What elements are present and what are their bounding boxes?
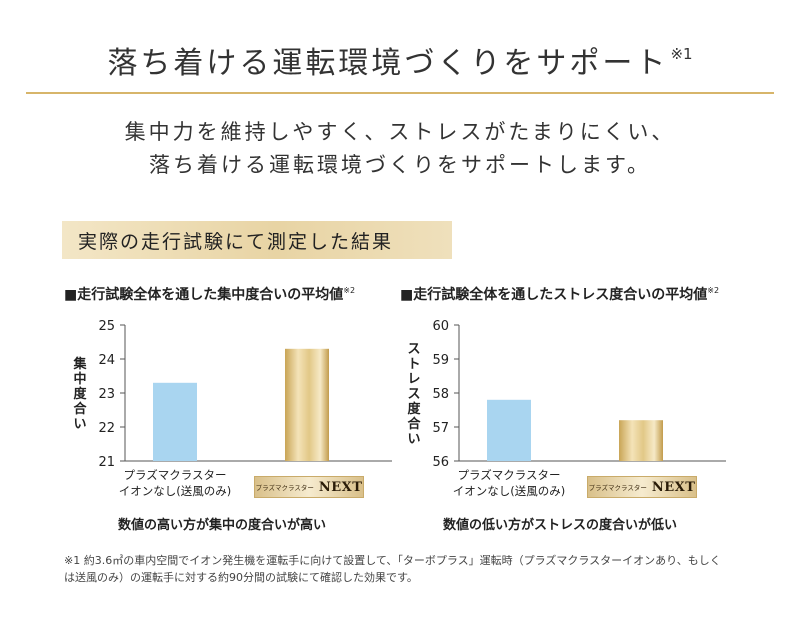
- concentration-chart-note: ※2: [343, 286, 356, 295]
- lead-line-2: 落ち着ける運転環境づくりをサポートします。: [149, 153, 651, 177]
- stress-y-tick-label: 56: [432, 455, 449, 470]
- stress-y-label-char: レ: [407, 372, 420, 387]
- concentration-bar-without-ion: [153, 382, 197, 461]
- concentration-y-tick-label: 21: [98, 455, 115, 470]
- badge-next-text: NEXT: [651, 479, 696, 495]
- results-banner-text: 実際の走行試験にて測定した結果: [78, 231, 394, 253]
- concentration-y-tick-label: 22: [98, 421, 115, 436]
- concentration-y-label-char: 中: [73, 371, 86, 387]
- stress-chart-title: ■走行試験全体を通したストレス度合いの平均値※2: [400, 284, 719, 304]
- title-divider: [26, 92, 774, 94]
- concentration-chart-title-text: ■走行試験全体を通した集中度合いの平均値: [64, 287, 344, 303]
- badge-small-text: プラズマクラスター: [255, 484, 314, 492]
- concentration-y-label-char: 度: [73, 386, 87, 402]
- page-title: 落ち着ける運転環境づくりをサポート ※1: [0, 38, 800, 82]
- stress-y-label-char: ス: [407, 342, 420, 357]
- stress-category-label-line2: イオンなし(送風のみ): [453, 484, 565, 498]
- footnote: ※1 約3.6㎥の車内空間でイオン発生機を運転手に向けて設置して、「ターボプラス…: [64, 554, 721, 584]
- stress-category-label-line1: プラズマクラスター: [457, 468, 560, 482]
- concentration-category-label-line2: イオンなし(送風のみ): [119, 484, 231, 498]
- concentration-y-tick-label: 24: [98, 353, 115, 368]
- concentration-bar-next: [285, 348, 329, 461]
- page-title-text: 落ち着ける運転環境づくりをサポート: [107, 46, 669, 81]
- concentration-chart-title: ■走行試験全体を通した集中度合いの平均値※2: [64, 284, 355, 304]
- concentration-category-label-line1: プラズマクラスター: [123, 468, 226, 482]
- concentration-caption: 数値の高い方が集中の度合いが高い: [118, 518, 327, 533]
- stress-y-label-char: ス: [407, 387, 420, 402]
- stress-y-tick-label: 60: [432, 319, 449, 334]
- title-footnote-mark: ※1: [670, 45, 693, 63]
- stress-y-label-char: 合: [407, 416, 421, 432]
- stress-y-tick-label: 59: [432, 353, 449, 368]
- stress-y-tick-label: 57: [432, 421, 449, 436]
- stress-y-label-char: 度: [407, 401, 421, 417]
- concentration-y-label-char: 集: [72, 356, 87, 372]
- stress-y-label-char: ト: [407, 357, 420, 372]
- stress-next-badge: プラズマクラスター NEXT: [587, 476, 697, 498]
- badge-small-text: プラズマクラスター: [588, 484, 647, 492]
- concentration-y-label-char: 合: [73, 401, 87, 417]
- badge-next-text: NEXT: [318, 479, 363, 495]
- results-banner: 実際の走行試験にて測定した結果: [62, 221, 452, 259]
- stress-y-tick-label: 58: [432, 387, 449, 402]
- stress-chart-note: ※2: [707, 286, 720, 295]
- concentration-y-label-char: い: [73, 417, 86, 432]
- concentration-next-badge: プラズマクラスター NEXT: [254, 476, 364, 498]
- lead-line-1: 集中力を維持しやすく、ストレスがたまりにくい、: [124, 120, 676, 144]
- concentration-y-tick-label: 25: [98, 319, 115, 334]
- concentration-y-tick-label: 23: [98, 387, 115, 402]
- stress-y-label-char: い: [407, 432, 420, 447]
- stress-bar-without-ion: [487, 399, 531, 461]
- stress-chart-title-text: ■走行試験全体を通したストレス度合いの平均値: [400, 287, 708, 303]
- stress-bar-next: [619, 420, 663, 461]
- stress-caption: 数値の低い方がストレスの度合いが低い: [443, 518, 678, 533]
